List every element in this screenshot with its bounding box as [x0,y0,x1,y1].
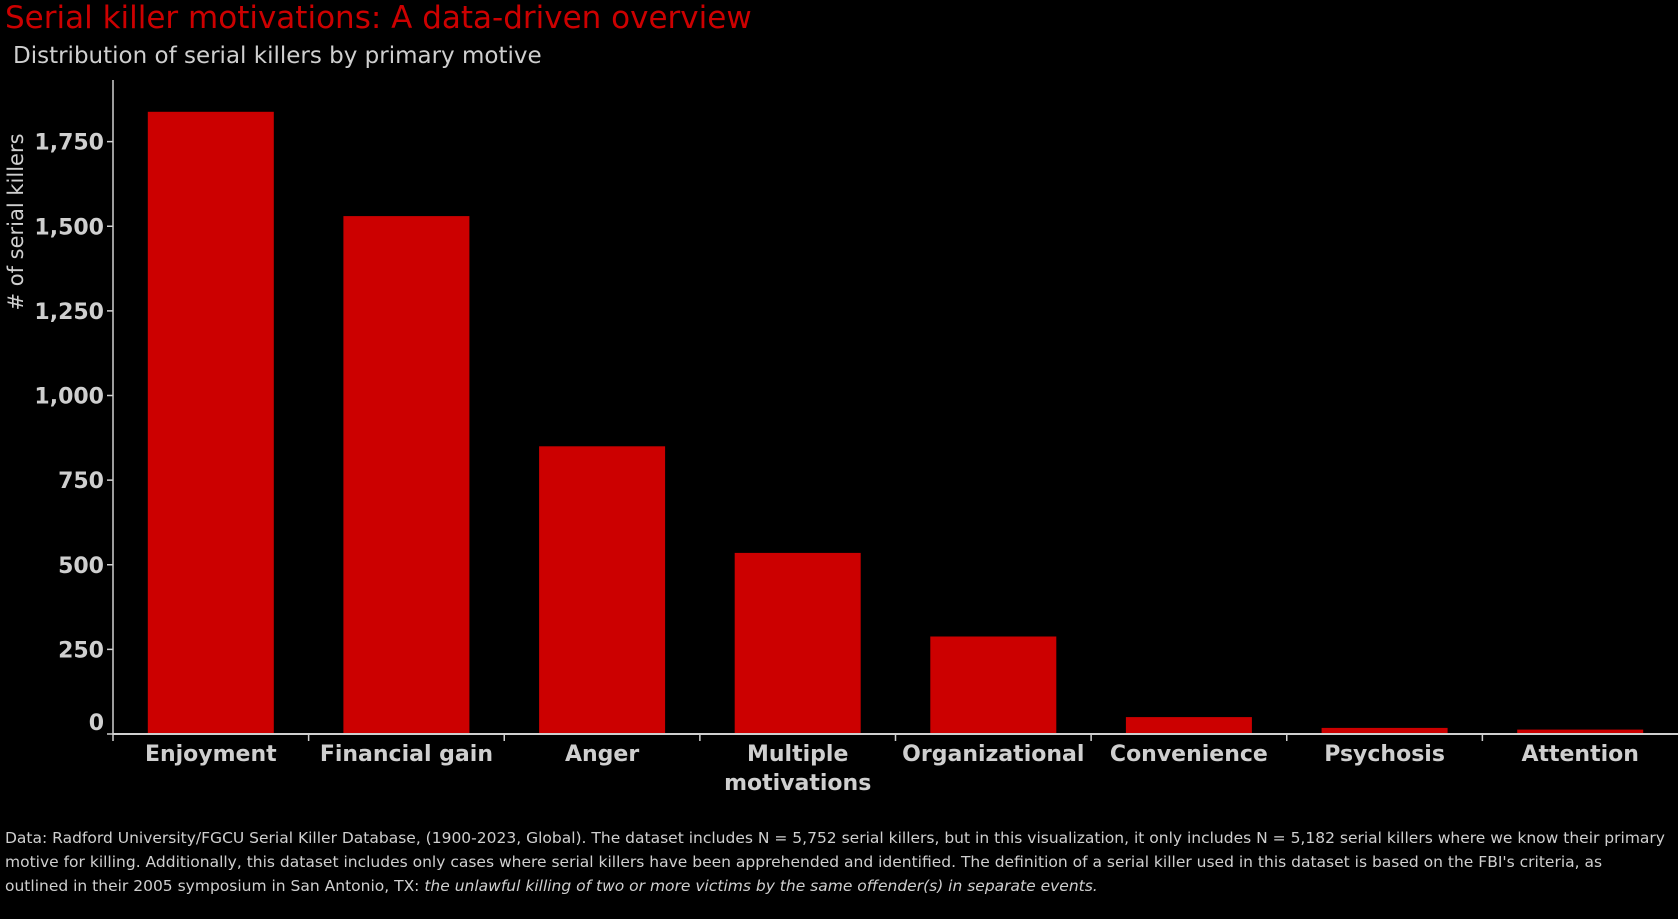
bar-chart: 0 250 500 750 1,000 1,250 1,500 1,750 Enjoyment F… [4,80,1678,796]
x-tick-label: Psychosis [1324,742,1445,767]
y-tick-label: 1,250 [34,300,104,325]
bar-enjoyment [147,111,274,735]
x-tick-label: Anger [565,742,639,767]
footnote-text: Data: Radford University/FGCU Serial Kil… [5,829,1665,895]
chart-subtitle: Distribution of serial killers by primar… [13,43,542,69]
footnote-emphasis: the unlawful killing of two or more vict… [424,877,1098,895]
y-tick-label: 250 [58,638,104,663]
x-tick-label: Convenience [1110,742,1268,767]
x-tick-label: Financial gain [320,742,493,767]
bar-convenience [1125,717,1252,734]
y-tick-label: 0 [89,711,104,736]
x-tick-label: Attention [1521,742,1638,767]
bar-attention [1517,729,1644,734]
bar-multiple-motivations [734,552,861,734]
y-axis-title: # of serial killers [4,133,28,310]
bar-organizational [930,636,1057,734]
x-tick-label: Multiple [747,742,848,767]
y-tick-label: 750 [58,469,104,494]
y-tick-label: 1,500 [34,215,104,240]
y-tick-label: 1,750 [34,131,104,156]
x-tick-label: Enjoyment [145,742,277,767]
x-tick-label: Organizational [902,742,1084,767]
y-tick-label: 500 [58,554,104,579]
bar-financial-gain [343,216,470,735]
x-tick-label: motivations [724,771,871,796]
bar-psychosis [1321,727,1448,734]
chart-title: Serial killer motivations: A data-driven… [5,0,752,36]
y-tick-label: 1,000 [34,385,104,410]
bar-anger [539,446,666,734]
data-source-footnote: Data: Radford University/FGCU Serial Kil… [5,826,1670,898]
